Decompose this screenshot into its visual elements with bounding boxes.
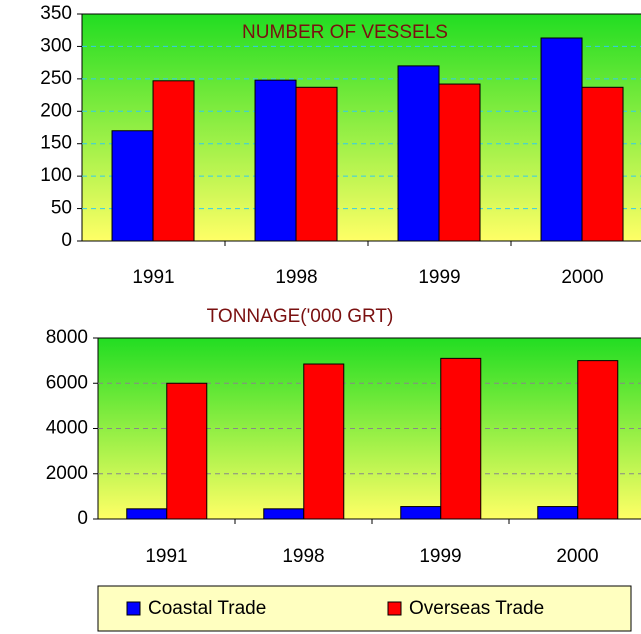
y-tick-label: 250 bbox=[40, 68, 72, 89]
y-tick-label: 200 bbox=[40, 100, 72, 121]
bar bbox=[577, 360, 619, 520]
legend-swatch bbox=[126, 601, 141, 616]
bar bbox=[126, 508, 168, 520]
y-tick-label: 6000 bbox=[46, 372, 88, 393]
bar bbox=[540, 37, 583, 242]
x-tick-label: 1999 bbox=[419, 546, 461, 567]
y-tick-label: 350 bbox=[40, 3, 72, 24]
y-tick-label: 4000 bbox=[46, 418, 88, 439]
y-tick-label: 2000 bbox=[46, 463, 88, 484]
legend-label: Coastal Trade bbox=[148, 598, 266, 619]
bar bbox=[397, 65, 440, 242]
chart-title: NUMBER OF VESSELS bbox=[242, 22, 448, 43]
legend-swatch bbox=[387, 601, 402, 616]
x-tick-label: 1999 bbox=[418, 267, 460, 288]
x-tick-label: 2000 bbox=[556, 546, 598, 567]
x-tick-label: 1991 bbox=[132, 267, 174, 288]
bar bbox=[111, 130, 154, 242]
bar bbox=[254, 79, 297, 242]
legend bbox=[97, 585, 632, 632]
y-tick-label: 300 bbox=[40, 35, 72, 56]
bar bbox=[438, 83, 481, 242]
y-tick-label: 0 bbox=[77, 508, 88, 529]
bar bbox=[152, 80, 195, 242]
y-tick-label: 100 bbox=[40, 165, 72, 186]
bar bbox=[166, 382, 208, 520]
x-tick-label: 1998 bbox=[275, 267, 317, 288]
bar bbox=[263, 508, 305, 520]
y-tick-label: 50 bbox=[51, 198, 72, 219]
x-tick-label: 2000 bbox=[561, 267, 603, 288]
bar bbox=[400, 506, 442, 520]
bar bbox=[581, 86, 624, 242]
bar bbox=[537, 506, 579, 520]
y-tick-label: 0 bbox=[61, 230, 72, 251]
chart-title: TONNAGE('000 GRT) bbox=[207, 306, 394, 327]
y-tick-label: 8000 bbox=[46, 327, 88, 348]
legend-label: Overseas Trade bbox=[409, 598, 544, 619]
bar bbox=[440, 357, 482, 520]
x-tick-label: 1991 bbox=[145, 546, 187, 567]
x-tick-label: 1998 bbox=[282, 546, 324, 567]
y-tick-label: 150 bbox=[40, 133, 72, 154]
bar bbox=[303, 363, 345, 520]
bar bbox=[295, 86, 338, 242]
